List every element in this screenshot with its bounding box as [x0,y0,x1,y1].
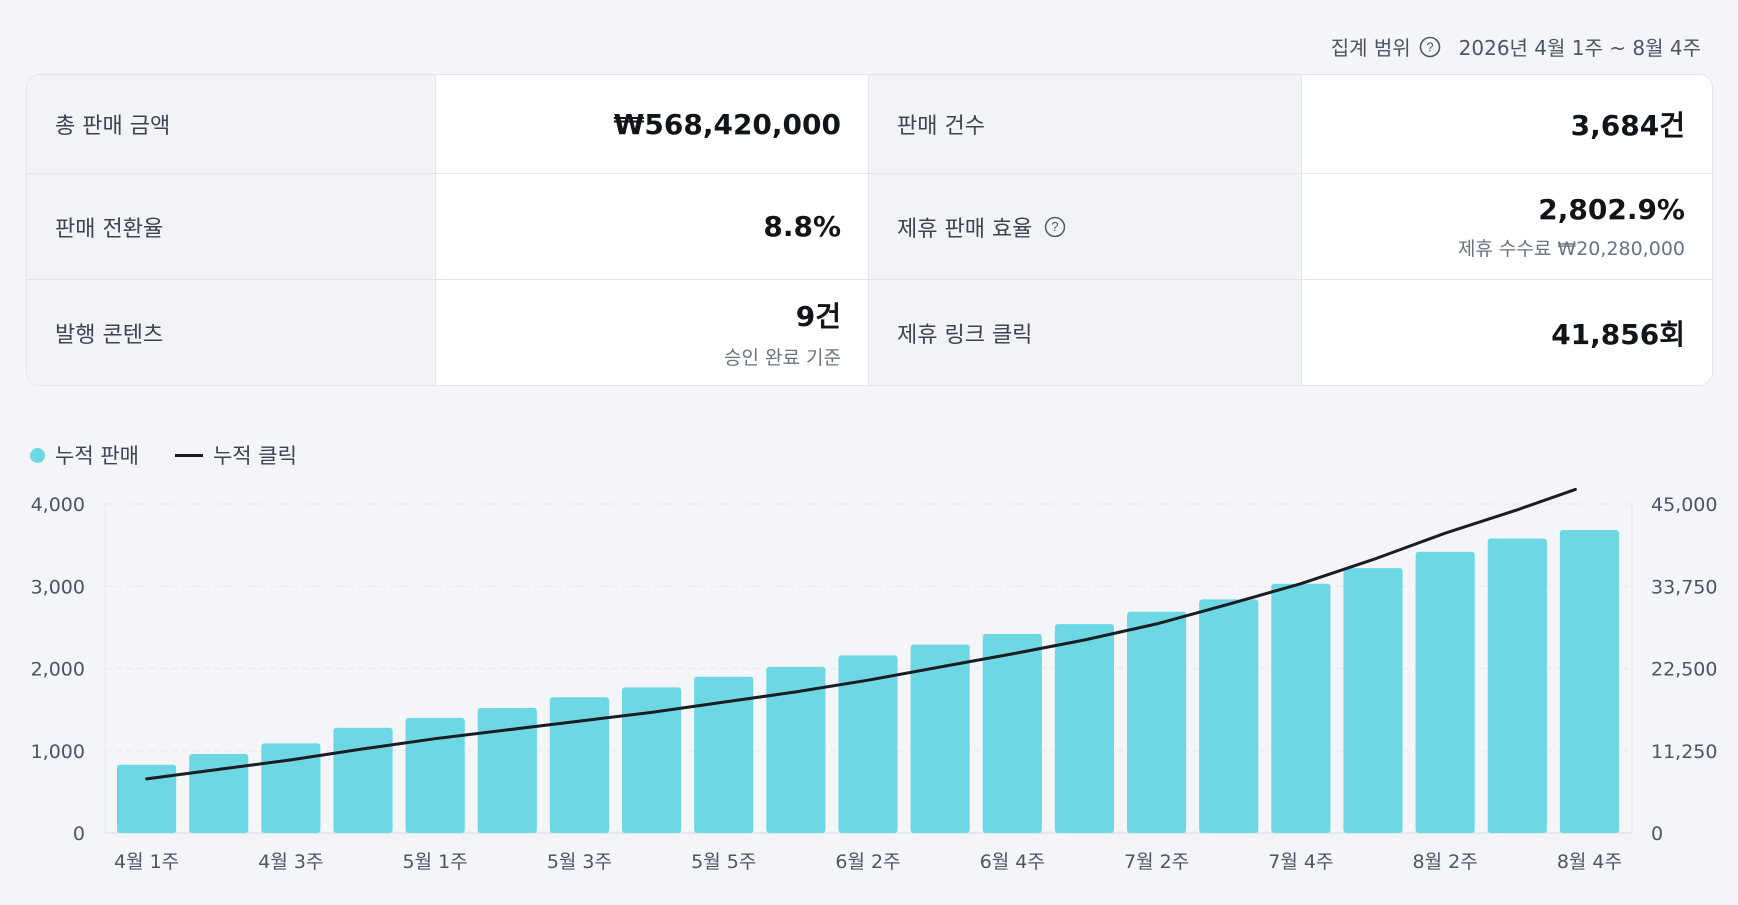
x-tick-label: 5월 5주 [691,851,756,873]
legend-item-clicks[interactable]: 누적 클릭 [174,440,297,470]
content-sub: 승인 완료 기준 [724,347,841,369]
bar [1199,599,1259,833]
y-right-tick-label: 0 [1651,823,1663,845]
x-tick-label: 4월 3주 [258,851,323,873]
combo-chart: 0 1,000 2,000 3,000 4,000 0 11,250 22,500 33,750… [31,487,1717,873]
sales-count-label-cell: 판매 건수 [869,75,1302,174]
total-sales-value-cell: ₩568,420,000 [436,75,869,174]
sales-count-value-cell: 3,684건 [1302,75,1712,174]
clicks-value: 41,856회 [1551,317,1685,351]
bar [1487,538,1547,833]
x-tick-label: 4월 1주 [114,851,179,873]
legend-label-sales: 누적 판매 [55,444,139,468]
clicks-label: 제휴 링크 클릭 [897,322,1033,348]
conversion-label-cell: 판매 전환율 [27,174,436,280]
summary-table: 총 판매 금액 ₩568,420,000 판매 건수 3,684건 판매 전환율… [26,74,1713,386]
x-tick-label: 5월 1주 [403,851,468,873]
bar [694,676,754,833]
content-value-cell: 9건 승인 완료 기준 [436,280,869,385]
conversion-value: 8.8% [763,210,841,243]
bar [1271,583,1331,833]
content-label: 발행 콘텐츠 [55,322,164,348]
conversion-value-cell: 8.8% [436,174,869,280]
x-tick-label: 5월 3주 [547,851,612,873]
y-left-tick-label: 1,000 [31,741,85,763]
y-right-tick-label: 11,250 [1651,741,1717,763]
clicks-swatch [174,453,203,457]
sales-swatch [30,447,45,463]
y-right-tick-label: 33,750 [1651,576,1717,598]
bar [549,697,610,833]
efficiency-label: 제휴 판매 효율 [897,216,1033,242]
efficiency-sub: 제휴 수수료 ₩20,280,000 [1457,237,1685,260]
bar [477,707,537,833]
clicks-label-cell: 제휴 링크 클릭 [869,280,1302,385]
x-tick-label: 8월 2주 [1413,851,1478,873]
content-value: 9건 [795,300,841,333]
efficiency-value: 2,802.9% [1538,192,1685,226]
bar [1343,568,1403,833]
y-left-tick-label: 0 [73,823,85,845]
bar [117,764,177,833]
bar [333,727,393,833]
legend-label-clicks: 누적 클릭 [212,444,297,468]
help-icon[interactable]: ? [1044,216,1066,238]
svg-text:?: ? [1426,39,1433,54]
svg-text:?: ? [1052,219,1059,234]
legend-item-sales[interactable]: 누적 판매 [30,440,139,470]
bar [405,717,465,833]
y-left-tick-label: 4,000 [31,494,85,516]
y-right-tick-label: 45,000 [1651,494,1717,516]
range-label: 집계 범위 [1330,36,1411,60]
clicks-line [145,487,1577,781]
conversion-label: 판매 전환율 [55,216,164,242]
bar [622,687,682,833]
x-tick-label: 7월 2주 [1124,851,1189,873]
bar [1054,624,1115,833]
x-tick-label: 6월 2주 [835,851,900,873]
total-sales-label-cell: 총 판매 금액 [27,75,436,174]
bar [261,743,321,833]
sales-count-label: 판매 건수 [897,114,985,139]
total-sales-label: 총 판매 금액 [55,114,171,139]
bar [189,754,249,833]
y-left-tick-label: 3,000 [31,576,85,598]
bar [838,655,898,833]
efficiency-label-cell: 제휴 판매 효율 ? [869,174,1302,280]
total-sales-value: ₩568,420,000 [613,107,842,141]
bar [1559,529,1620,833]
clicks-value-cell: 41,856회 [1302,280,1712,385]
bar [766,666,826,833]
y-right-tick-label: 22,500 [1651,659,1717,681]
help-icon[interactable]: ? [1419,36,1441,58]
x-tick-label: 8월 4주 [1557,851,1622,873]
x-tick-label: 7월 4주 [1268,851,1333,873]
chart-legend: 누적 판매 누적 클릭 [30,440,297,470]
sales-count-value: 3,684건 [1570,109,1685,142]
bar [1127,611,1187,833]
content-label-cell: 발행 콘텐츠 [27,280,436,385]
efficiency-value-cell: 2,802.9% 제휴 수수료 ₩20,280,000 [1302,174,1712,280]
range-value: 2026년 4월 1주 ~ 8월 4주 [1458,36,1701,60]
aggregation-range: 집계 범위 ? 2026년 4월 1주 ~ 8월 4주 [1331,32,1701,61]
bar [910,644,970,833]
bar [1415,551,1475,833]
x-tick-label: 6월 4주 [980,851,1045,873]
bar [982,633,1042,833]
y-left-tick-label: 2,000 [31,659,85,681]
